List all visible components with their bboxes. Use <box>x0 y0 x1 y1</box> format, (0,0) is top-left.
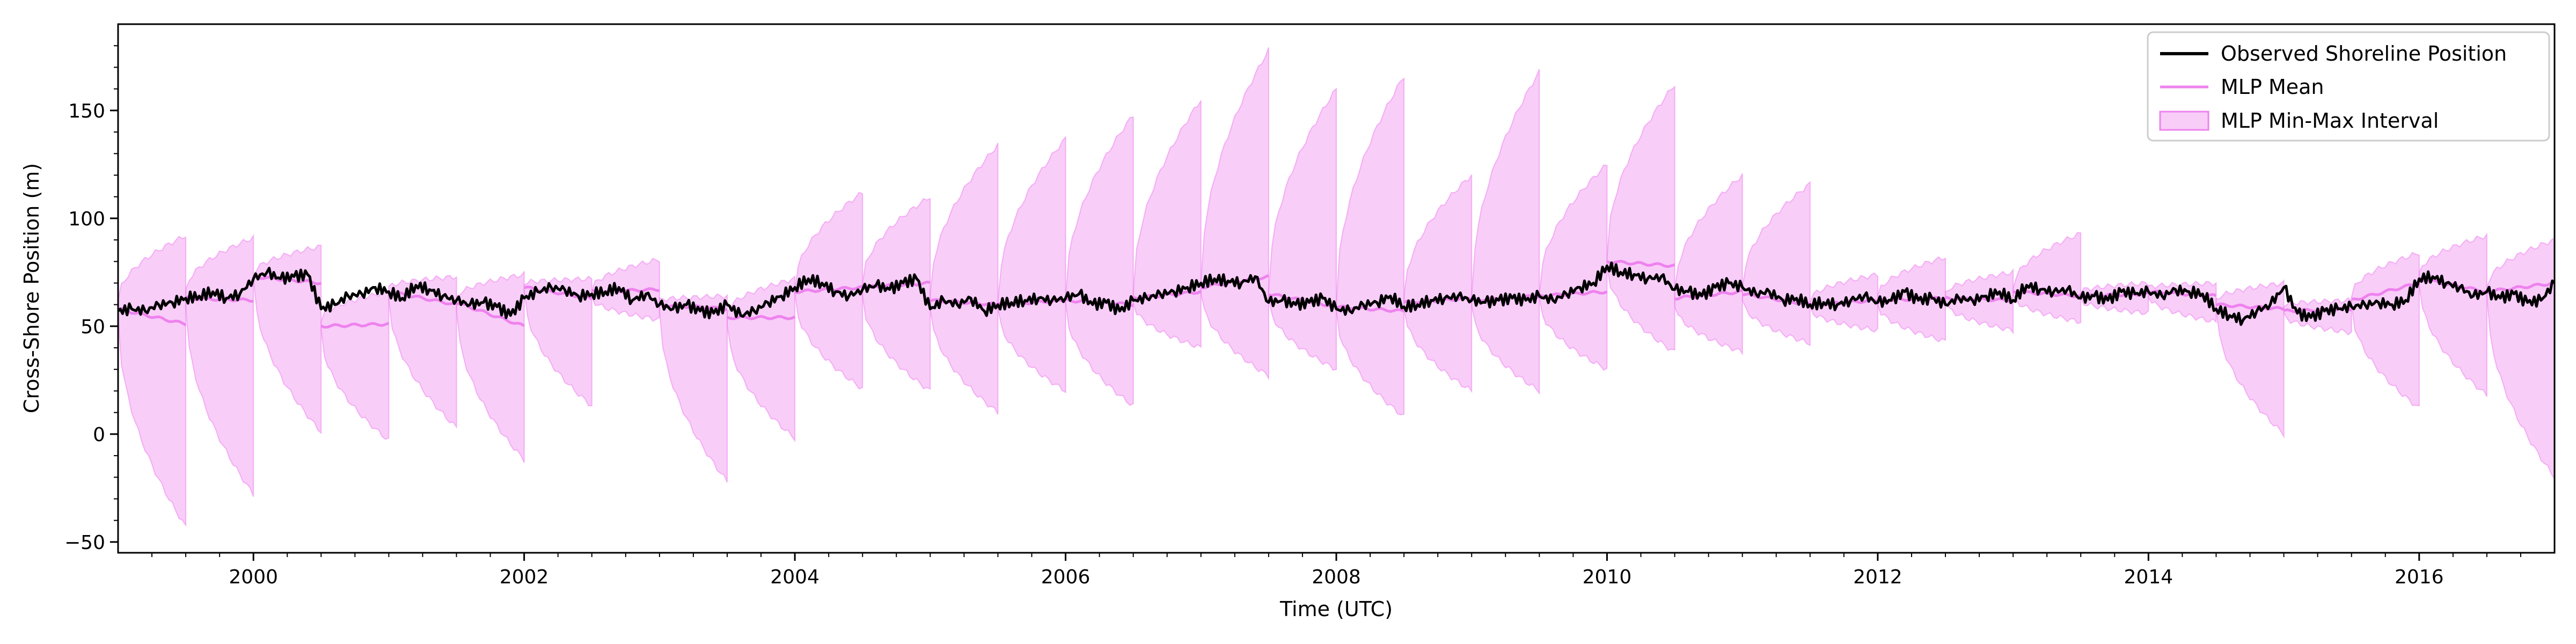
x-tick-label: 2000 <box>229 566 278 588</box>
y-tick-label: 100 <box>68 208 105 230</box>
mlp-interval-band <box>1606 85 1675 351</box>
mlp-interval-band <box>253 244 322 435</box>
mlp-interval-band <box>1132 100 1202 348</box>
mlp-mean-line <box>2215 302 2285 311</box>
x-axis-label: Time (UTC) <box>1279 597 1393 621</box>
x-tick-label: 2002 <box>500 566 549 588</box>
mlp-mean-line <box>2486 280 2555 294</box>
x-tick-label: 2016 <box>2395 566 2444 588</box>
mlp-interval-band <box>1200 47 1269 380</box>
mlp-interval-band <box>2351 252 2420 407</box>
mlp-interval-band <box>1403 174 1473 393</box>
mlp-interval-band <box>1065 116 1134 406</box>
y-tick-label: −50 <box>64 532 105 554</box>
x-tick-label: 2010 <box>1583 566 1632 588</box>
legend-swatch-mlp-interval <box>2159 111 2209 131</box>
legend: Observed Shoreline Position MLP Mean MLP… <box>2147 31 2550 142</box>
y-axis-label: Cross-Shore Position (m) <box>20 163 43 413</box>
legend-box <box>2147 31 2550 142</box>
x-tick-label: 2008 <box>1312 566 1361 588</box>
y-tick-label: 50 <box>80 316 105 338</box>
y-tick-label: 0 <box>93 424 105 446</box>
mlp-mean-line <box>118 307 187 327</box>
legend-label-observed: Observed Shoreline Position <box>2221 42 2507 65</box>
observed-line <box>117 261 2556 326</box>
mlp-interval-band <box>2418 232 2487 397</box>
legend-label-mlp-interval: MLP Min-Max Interval <box>2221 109 2439 133</box>
y-axis-ticks: −50 0 50 100 150 <box>64 45 118 554</box>
mlp-interval-band <box>388 275 457 429</box>
mlp-interval-band <box>1336 77 1405 415</box>
mlp-interval-band <box>997 135 1066 393</box>
y-tick-label: 150 <box>68 100 105 122</box>
mlp-interval-band <box>1539 164 1608 371</box>
legend-label-mlp-mean: MLP Mean <box>2221 75 2324 99</box>
mlp-interval-band <box>658 293 728 483</box>
mlp-interval-band <box>862 197 931 390</box>
mlp-interval-band <box>1674 173 1743 356</box>
mlp-mean-line <box>320 321 390 329</box>
mlp-interval-band <box>930 143 999 415</box>
mlp-interval-band <box>320 290 390 440</box>
mlp-interval-band <box>1741 181 1811 346</box>
mlp-interval-band <box>1471 69 1540 396</box>
x-tick-label: 2006 <box>1041 566 1091 588</box>
x-tick-label: 2014 <box>2124 566 2174 588</box>
mlp-mean-line <box>727 314 796 320</box>
x-axis-ticks: 2000 2002 2004 2006 2008 2010 2012 2014 2016 <box>151 553 2521 588</box>
mlp-mean-line <box>1674 289 1743 301</box>
mlp-mean-line <box>388 291 457 305</box>
mlp-interval-band <box>118 236 187 528</box>
mlp-mean-line <box>1606 259 1675 268</box>
x-tick-label: 2004 <box>770 566 819 588</box>
mlp-interval-band <box>2012 232 2082 324</box>
x-tick-label: 2012 <box>1853 566 1902 588</box>
mlp-mean-line <box>2351 282 2420 301</box>
mlp-interval-band <box>2215 279 2285 439</box>
observed-shoreline <box>117 261 2556 326</box>
